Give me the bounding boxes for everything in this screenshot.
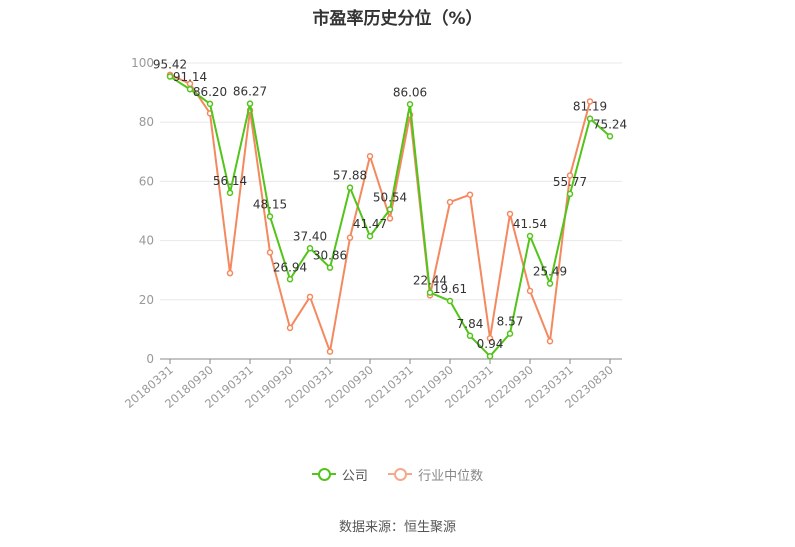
data-label: 55.77	[553, 175, 587, 189]
data-label: 56.14	[213, 174, 247, 188]
series-line-industry	[169, 73, 591, 353]
data-point-industry	[226, 269, 234, 277]
data-point-industry	[546, 337, 554, 345]
y-tick-label: 20	[139, 293, 154, 307]
data-point-company	[186, 85, 194, 93]
legend-company-label: 公司	[341, 468, 368, 484]
y-tick-label: 60	[139, 174, 154, 188]
data-point-company	[486, 352, 494, 360]
data-label: 50.54	[373, 190, 407, 204]
data-label: 95.42	[153, 58, 187, 72]
data-label: 25.49	[533, 265, 567, 279]
data-point-company	[446, 297, 454, 305]
data-point-industry	[446, 198, 454, 206]
data-point-industry	[486, 335, 494, 342]
data-label: 86.27	[233, 85, 267, 99]
data-label: 41.47	[353, 217, 387, 231]
data-point-company	[526, 232, 534, 240]
data-label: 37.40	[293, 229, 327, 243]
data-label: 8.57	[497, 315, 524, 329]
data-point-company	[606, 133, 614, 140]
data-point-industry	[566, 172, 574, 179]
data-point-company	[386, 206, 394, 213]
data-point-industry	[366, 152, 374, 160]
data-label: 86.06	[393, 85, 427, 99]
data-label: 86.20	[193, 85, 227, 99]
line-chart: 0204060801002018033120180930201903312019…	[122, 56, 627, 411]
data-source: 数据来源：恒生聚源	[338, 520, 456, 535]
data-label: 0.94	[477, 337, 504, 351]
data-point-company	[406, 101, 414, 108]
data-point-industry	[506, 210, 514, 218]
data-point-company	[366, 232, 374, 240]
series-lines	[166, 71, 614, 360]
y-tick-label: 40	[139, 234, 154, 248]
data-label: 22.44	[413, 274, 447, 288]
data-point-company	[266, 213, 274, 220]
data-point-company	[226, 189, 234, 197]
data-point-industry	[386, 215, 394, 222]
data-point-company	[506, 330, 514, 337]
y-tick-label: 0	[146, 352, 154, 366]
data-point-company	[286, 276, 294, 283]
data-label: 81.19	[573, 100, 607, 114]
y-tick-label: 100	[131, 56, 154, 70]
data-label: 91.14	[173, 70, 207, 84]
data-point-company	[566, 190, 574, 198]
data-point-company	[466, 332, 474, 340]
data-label: 41.54	[513, 217, 547, 231]
data-point-industry	[266, 249, 274, 256]
data-point-industry	[466, 191, 474, 198]
data-point-company	[206, 100, 214, 108]
legend-item-industry[interactable]: 行业中位数	[388, 465, 483, 484]
data-point-industry	[306, 293, 314, 301]
legend: 公司 行业中位数	[0, 464, 795, 484]
data-point-company	[246, 100, 254, 107]
data-point-industry	[326, 348, 334, 355]
data-label: 26.94	[273, 260, 307, 274]
data-label: 48.15	[253, 197, 287, 211]
data-point-company	[346, 184, 354, 191]
data-point-company	[426, 289, 434, 296]
data-point-industry	[586, 98, 594, 105]
legend-company-marker	[311, 468, 336, 481]
data-label: 75.24	[593, 117, 627, 131]
legend-item-company[interactable]: 公司	[311, 465, 368, 484]
data-label: 30.86	[313, 249, 347, 263]
data-point-industry	[526, 287, 534, 295]
data-point-industry	[346, 234, 354, 241]
data-point-industry	[286, 324, 294, 332]
data-point-company	[326, 264, 334, 271]
grid-lines	[160, 62, 622, 301]
y-tick-label: 80	[139, 115, 154, 129]
data-label: 7.84	[457, 317, 484, 331]
chart-title: 市盈率历史分位（%）	[312, 9, 483, 29]
data-label: 57.88	[333, 169, 367, 183]
data-point-company	[546, 280, 554, 287]
data-point-company	[586, 115, 594, 122]
legend-industry-label: 行业中位数	[418, 468, 484, 484]
legend-industry-marker	[388, 468, 413, 481]
data-point-company	[306, 245, 314, 252]
data-label: 19.61	[433, 282, 467, 296]
data-point-company	[166, 73, 174, 80]
